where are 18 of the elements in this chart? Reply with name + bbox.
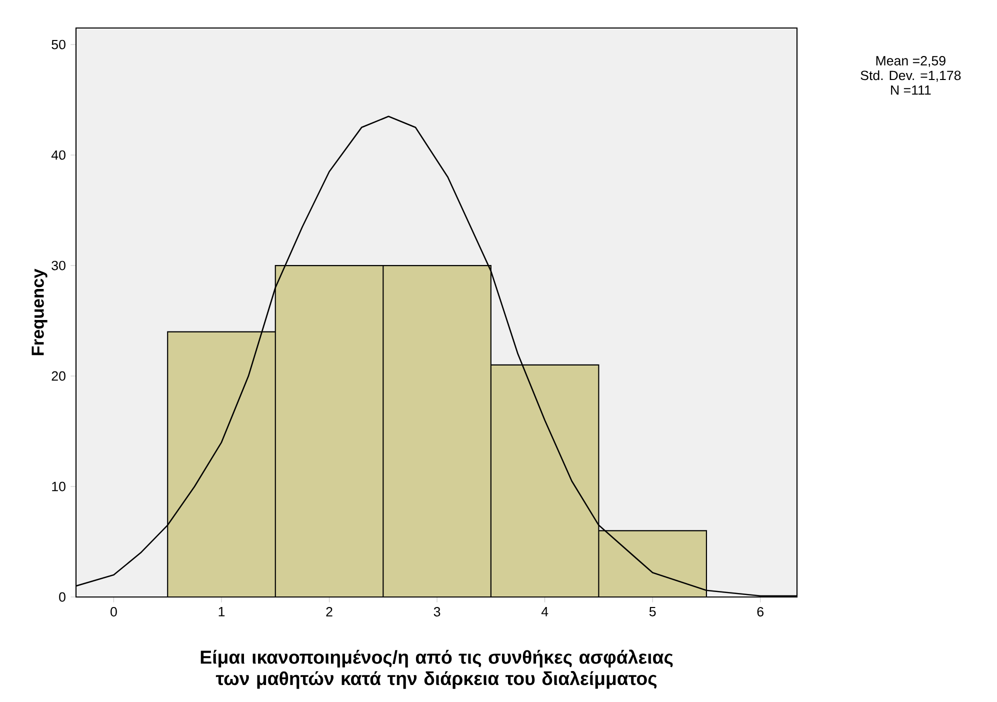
x-tick-label: 1 xyxy=(218,607,225,616)
y-axis-title: Frequency xyxy=(32,268,48,356)
y-tick-label: 40 xyxy=(51,150,66,160)
x-tick-label: 0 xyxy=(110,607,117,616)
y-tick-label: 30 xyxy=(52,260,66,270)
text: Mean =2,59 xyxy=(876,56,946,68)
x-tick-label: 4 xyxy=(541,607,548,616)
text: N =111 xyxy=(891,85,931,95)
y-tick-label: 0 xyxy=(59,592,66,602)
x-tick-label: 2 xyxy=(326,607,332,616)
text: Std. Dev. =1,178 xyxy=(860,70,961,82)
y-tick-label: 10 xyxy=(52,482,66,492)
y-tick-label: 50 xyxy=(52,40,66,50)
x-axis-title: Είμαι ικανοποιημένος/η από τις συνθήκες ασφάλειας των μαθητών κατά την διάρκεια του διαλείμματος xyxy=(200,650,673,689)
y-tick-label: 20 xyxy=(52,371,66,381)
x-tick-label: 5 xyxy=(649,607,656,616)
x-tick-label: 6 xyxy=(757,607,764,616)
x-tick-label: 3 xyxy=(434,607,440,616)
